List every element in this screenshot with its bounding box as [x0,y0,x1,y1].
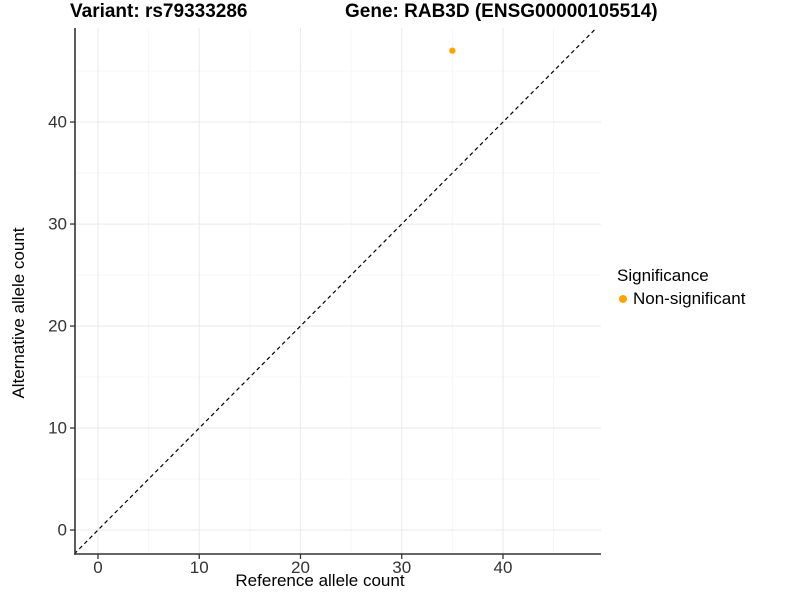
plot-title-variant: Variant: rs79333286 [70,1,248,22]
x-axis-title: Reference allele count [235,571,405,590]
x-tick-label: 20 [291,558,310,577]
y-tick-label: 30 [48,215,67,234]
y-tick-label: 40 [48,113,67,132]
x-tick-label: 10 [190,558,209,577]
legend-point-icon [619,295,627,303]
y-tick-label: 10 [48,419,67,438]
plot-title-gene: Gene: RAB3D (ENSG00000105514) [345,1,658,22]
x-tick-label: 0 [93,558,102,577]
legend-item-label: Non-significant [633,289,746,308]
legend-title: Significance [617,266,709,285]
x-tick-label: 40 [494,558,513,577]
identity-reference-line [75,28,598,554]
legend: Significance Non-significant [617,266,745,309]
y-tick-label: 20 [48,317,67,336]
data-point [449,47,456,54]
y-tick-label: 0 [58,521,67,540]
legend-item-non-significant: Non-significant [617,289,745,309]
y-axis-title: Alternative allele count [9,227,28,399]
x-tick-label: 30 [392,558,411,577]
